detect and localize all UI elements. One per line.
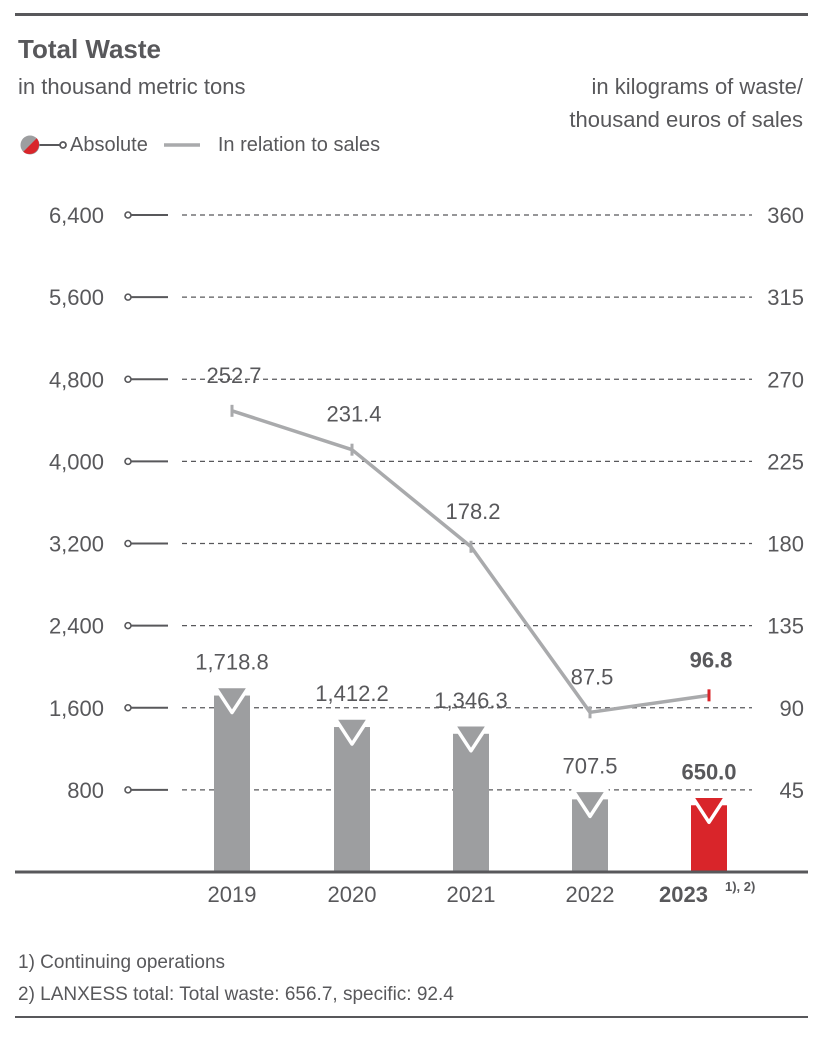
left-tick-dot bbox=[124, 375, 132, 384]
bar-2019 bbox=[214, 695, 250, 872]
bar-value-label-2020: 1,412.2 bbox=[315, 681, 388, 706]
right-tick-label: 270 bbox=[767, 367, 804, 392]
footnote-2: 2) LANXESS total: Total waste: 656.7, sp… bbox=[18, 984, 454, 1005]
right-tick-label: 360 bbox=[767, 203, 804, 228]
right-tick-label: 180 bbox=[767, 532, 804, 557]
right-tick-label: 135 bbox=[767, 614, 804, 639]
x-tick-label-2022: 2022 bbox=[566, 882, 615, 907]
left-tick-label: 2,400 bbox=[49, 614, 104, 639]
left-tick-dot bbox=[124, 539, 132, 548]
x-tick-label-2020: 2020 bbox=[328, 882, 377, 907]
left-tick-label: 4,800 bbox=[49, 367, 104, 392]
bar-marker-2022 bbox=[571, 788, 609, 819]
bar-2022 bbox=[572, 799, 608, 872]
left-tick-label: 3,200 bbox=[49, 532, 104, 557]
line-value-label-2022: 87.5 bbox=[571, 664, 614, 689]
right-tick-label: 315 bbox=[767, 285, 804, 310]
left-tick-dot bbox=[124, 703, 132, 712]
x-tick-label-2019: 2019 bbox=[208, 882, 257, 907]
left-tick-label: 5,600 bbox=[49, 285, 104, 310]
x-tick-label-2021: 2021 bbox=[447, 882, 496, 907]
bar-2021 bbox=[453, 733, 489, 872]
bar-marker-2021 bbox=[452, 723, 490, 753]
bottom-rule bbox=[15, 1016, 808, 1018]
line-value-label-2020: 231.4 bbox=[326, 402, 381, 427]
line-value-label-2023: 96.8 bbox=[690, 647, 733, 672]
bar-marker-2023 bbox=[690, 794, 728, 825]
relation-legend-icon bbox=[163, 143, 200, 147]
line-value-label-2021: 178.2 bbox=[445, 499, 500, 524]
bar-value-label-2021: 1,346.3 bbox=[434, 688, 507, 713]
x-tick-footnote-ref: 1), 2) bbox=[725, 879, 755, 894]
left-tick-dot bbox=[124, 293, 132, 301]
left-tick-label: 4,000 bbox=[49, 449, 104, 474]
right-axis-unit-line1: in kilograms of waste/ bbox=[591, 74, 803, 99]
bar-value-label-2022: 707.5 bbox=[562, 753, 617, 778]
right-axis-unit-line2: thousand euros of sales bbox=[569, 107, 803, 132]
bar-value-label-2023: 650.0 bbox=[681, 759, 736, 784]
right-tick-label: 45 bbox=[780, 778, 804, 803]
legend-relation-label: In relation to sales bbox=[217, 133, 381, 156]
left-tick-dot bbox=[124, 457, 132, 466]
left-tick-label: 6,400 bbox=[49, 203, 104, 228]
chart-title: Total Waste bbox=[18, 34, 162, 64]
absolute-legend-icon bbox=[20, 135, 67, 155]
footnote-1: 1) Continuing operations bbox=[18, 952, 226, 973]
bar-marker-2019 bbox=[213, 684, 251, 715]
bar-2020 bbox=[334, 727, 370, 872]
line-value-label-2019: 252.7 bbox=[206, 363, 261, 388]
left-tick-dot bbox=[124, 786, 132, 794]
legend: Absolute In relation to sales bbox=[18, 131, 380, 159]
left-axis-unit: in thousand metric tons bbox=[18, 74, 246, 99]
bar-2023 bbox=[691, 805, 727, 872]
bar-marker-2020 bbox=[333, 716, 371, 746]
legend-absolute-label: Absolute bbox=[70, 133, 148, 156]
left-tick-dot bbox=[124, 621, 132, 630]
left-tick-label: 1,600 bbox=[49, 696, 104, 721]
top-rule bbox=[15, 13, 808, 16]
left-tick-label: 800 bbox=[67, 778, 104, 803]
bar-value-label-2019: 1,718.8 bbox=[195, 650, 268, 675]
x-tick-label-2023: 2023 bbox=[659, 882, 708, 907]
right-tick-label: 225 bbox=[767, 449, 804, 474]
sales-relation-line bbox=[231, 409, 710, 715]
left-tick-dot bbox=[124, 211, 132, 219]
right-tick-label: 90 bbox=[780, 696, 804, 721]
